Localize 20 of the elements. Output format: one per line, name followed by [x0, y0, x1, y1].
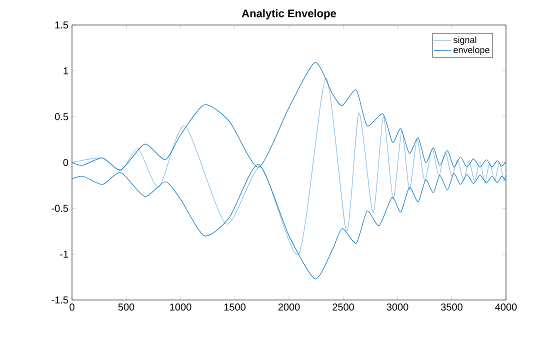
y-tick-label: 0.5 [54, 113, 68, 120]
x-tick-label: 1000 [170, 304, 192, 311]
x-tick-label: 500 [118, 304, 134, 311]
x-tick-label: 0 [70, 304, 74, 311]
x-tick-label: 1500 [224, 304, 246, 311]
x-tick-label: 4000 [495, 304, 517, 311]
x-tick-label: 3500 [441, 304, 462, 311]
line-series [72, 78, 506, 254]
x-tick-label: 2500 [332, 304, 354, 311]
y-tick-label: 0 [63, 158, 68, 166]
y-tick-label: 1.5 [55, 22, 68, 28]
y-tick-label: 1 [64, 67, 68, 74]
legend-label: signal [453, 36, 476, 45]
y-tick-label: -0.5 [52, 204, 68, 212]
x-tick-label: 2000 [278, 304, 300, 311]
chart-title: Analytic Envelope [242, 9, 336, 20]
legend-label: envelope [454, 46, 490, 55]
y-tick-label: -1 [60, 250, 68, 258]
y-tick-label: -1.5 [52, 296, 68, 304]
x-tick-label: 3000 [386, 304, 408, 311]
